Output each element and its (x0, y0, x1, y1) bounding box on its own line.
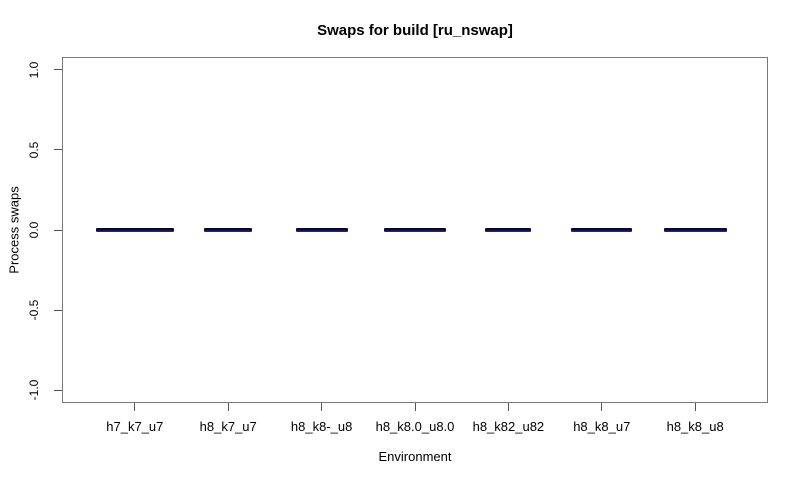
y-axis-title: Process swaps (6, 186, 22, 274)
x-tick-label: h8_k8-_u8 (290, 419, 353, 434)
x-axis-tick (414, 403, 416, 411)
median-line-segment (384, 228, 446, 232)
median-line-segment (485, 228, 532, 232)
x-tick-label: h8_k82_u82 (472, 419, 545, 434)
x-axis-title: Environment (378, 449, 452, 464)
median-line-segment (571, 228, 633, 232)
x-axis-tick (227, 403, 229, 411)
y-axis-tick (54, 229, 62, 231)
y-axis-tick (54, 149, 62, 151)
y-tick-label: 1.0 (27, 61, 41, 79)
x-axis-tick (694, 403, 696, 411)
y-axis-tick (54, 69, 62, 71)
x-tick-label: h8_k8_u7 (573, 419, 631, 434)
chart-title: Swaps for build [ru_nswap] (317, 22, 513, 39)
x-axis-tick (507, 403, 509, 411)
y-tick-label: -0.5 (27, 299, 41, 321)
median-line-segment (95, 228, 174, 232)
x-axis-tick (321, 403, 323, 411)
x-axis-tick (601, 403, 603, 411)
x-tick-label: h8_k8.0_u8.0 (375, 419, 455, 434)
x-tick-label: h8_k7_u7 (199, 419, 257, 434)
median-line-segment (295, 228, 348, 232)
y-axis-tick (54, 389, 62, 391)
x-tick-label: h7_k7_u7 (106, 419, 164, 434)
y-tick-label: -1.0 (27, 379, 41, 401)
x-axis-tick (134, 403, 136, 411)
y-tick-label: 0.5 (27, 141, 41, 159)
x-tick-label: h8_k8_u8 (666, 419, 724, 434)
y-tick-label: 0.0 (27, 221, 41, 239)
y-axis-tick (54, 309, 62, 311)
median-line-segment (204, 228, 253, 232)
median-line-segment (663, 228, 727, 232)
